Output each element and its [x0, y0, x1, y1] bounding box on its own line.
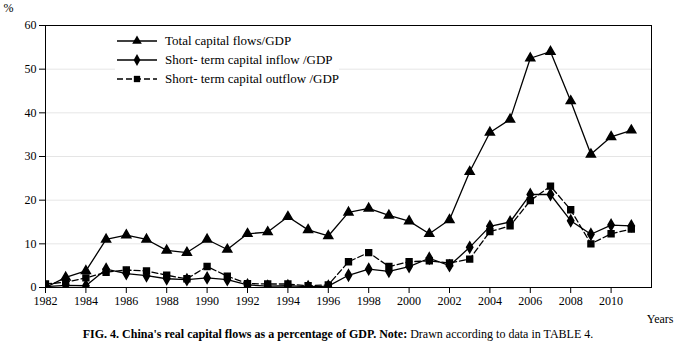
svg-text:1986: 1986 — [114, 294, 138, 308]
svg-text:1988: 1988 — [155, 294, 179, 308]
svg-text:2004: 2004 — [478, 294, 502, 308]
svg-text:2006: 2006 — [518, 294, 542, 308]
svg-text:2002: 2002 — [438, 294, 462, 308]
html-text:Short- term capital inflow /GD: Short- term capital inflow /GDP — [165, 52, 333, 67]
svg-text:30: 30 — [25, 149, 37, 163]
svg-text:1998: 1998 — [357, 294, 381, 308]
svg-text:0: 0 — [31, 280, 37, 294]
svg-text:20: 20 — [25, 193, 37, 207]
svg-text:1982: 1982 — [34, 294, 58, 308]
svg-text:1990: 1990 — [195, 294, 219, 308]
svg-text:1984: 1984 — [74, 294, 98, 308]
svg-text:60: 60 — [25, 18, 37, 32]
svg-text:2010: 2010 — [599, 294, 623, 308]
html-text:FIG. 4. China's real capital f: FIG. 4. China's real capital flows as a … — [82, 327, 594, 341]
svg-text:1996: 1996 — [316, 294, 340, 308]
html-text:Short- term capital outflow /G: Short- term capital outflow /GDP — [165, 71, 339, 86]
svg-text:Years: Years — [647, 312, 674, 326]
svg-text:%: % — [4, 1, 14, 15]
svg-text:40: 40 — [25, 106, 37, 120]
svg-text:2008: 2008 — [559, 294, 583, 308]
svg-text:2000: 2000 — [397, 294, 421, 308]
svg-text:10: 10 — [25, 237, 37, 251]
svg-text:50: 50 — [25, 62, 37, 76]
html-text:Total capital flows/GDP: Total capital flows/GDP — [165, 33, 292, 48]
svg-text:1992: 1992 — [236, 294, 260, 308]
svg-text:1994: 1994 — [276, 294, 300, 308]
